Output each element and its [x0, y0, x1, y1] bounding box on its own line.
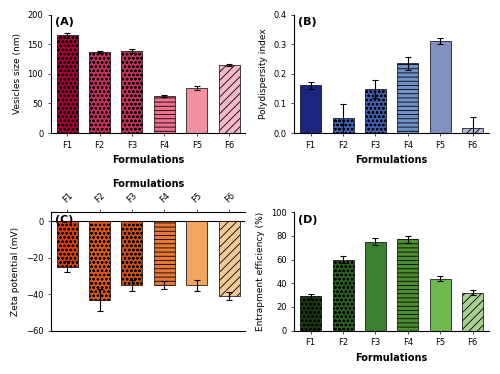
Bar	[186, 88, 208, 133]
Bar	[218, 65, 240, 133]
X-axis label: Formulations: Formulations	[112, 155, 184, 165]
Bar	[332, 118, 353, 133]
Text: (C): (C)	[55, 215, 73, 224]
Bar	[332, 260, 353, 331]
Text: (A): (A)	[55, 17, 74, 27]
Bar	[56, 221, 78, 267]
Bar	[122, 51, 142, 133]
Bar	[218, 221, 240, 296]
X-axis label: Formulations: Formulations	[356, 155, 428, 165]
Bar	[430, 279, 451, 331]
Title: Formulations: Formulations	[112, 179, 184, 189]
X-axis label: Formulations: Formulations	[356, 353, 428, 363]
Bar	[89, 52, 110, 133]
Text: (D): (D)	[298, 215, 318, 224]
Bar	[398, 239, 418, 331]
Y-axis label: Vesicles size (nm): Vesicles size (nm)	[13, 33, 22, 114]
Bar	[365, 242, 386, 331]
Y-axis label: Entrapment efficiency (%): Entrapment efficiency (%)	[256, 212, 266, 331]
Bar	[300, 296, 321, 331]
Bar	[122, 221, 142, 285]
Bar	[462, 128, 483, 133]
Bar	[300, 85, 321, 133]
Bar	[430, 41, 451, 133]
Bar	[365, 89, 386, 133]
Bar	[89, 221, 110, 300]
Bar	[56, 36, 78, 133]
Bar	[154, 221, 175, 285]
Y-axis label: Zeta potential (mV): Zeta potential (mV)	[11, 227, 20, 316]
Y-axis label: Polydispersity index: Polydispersity index	[259, 28, 268, 119]
Bar	[462, 293, 483, 331]
Bar	[154, 96, 175, 133]
Bar	[186, 221, 208, 285]
Text: (B): (B)	[298, 17, 317, 27]
Bar	[398, 64, 418, 133]
